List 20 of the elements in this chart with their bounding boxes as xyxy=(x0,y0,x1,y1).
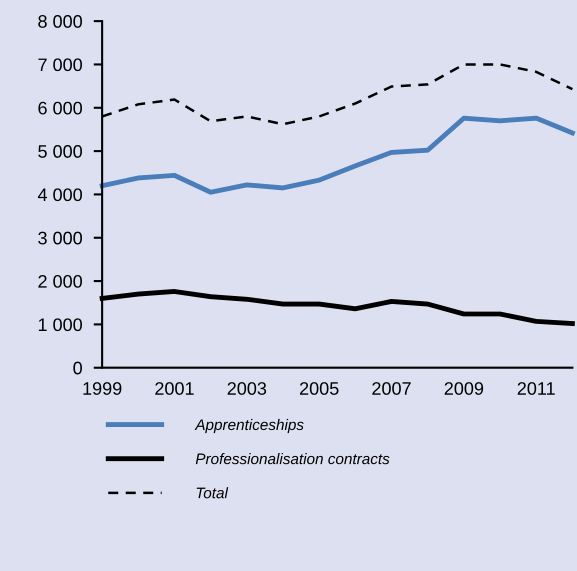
x-tick-label: 2003 xyxy=(228,382,266,395)
legend-label: Apprenticeships xyxy=(194,418,304,434)
y-tick-label: 3 000 xyxy=(38,232,82,244)
y-tick-label: 8 000 xyxy=(38,15,82,28)
x-tick-label: 1999 xyxy=(83,382,122,395)
y-tick-label: 0 xyxy=(73,362,82,374)
y-tick-label: 7 000 xyxy=(38,58,82,72)
y-tick-label: 4 000 xyxy=(38,188,82,202)
y-tick-label: 6 000 xyxy=(38,102,82,114)
line-series xyxy=(100,116,575,195)
y-tick-label: 2 000 xyxy=(38,275,82,288)
y-tick-label: 1 000 xyxy=(38,318,82,332)
y-tick-label: 5 000 xyxy=(38,145,82,158)
x-tick-label: 2009 xyxy=(444,382,484,395)
legend-label: Total xyxy=(196,487,228,498)
x-tick-label: 2011 xyxy=(518,382,555,395)
legend-label: Professionalisation contracts xyxy=(196,452,390,464)
x-tick-label: 2005 xyxy=(300,382,338,395)
x-tick-label: 2007 xyxy=(372,382,411,395)
x-tick-label: 2001 xyxy=(155,382,194,395)
